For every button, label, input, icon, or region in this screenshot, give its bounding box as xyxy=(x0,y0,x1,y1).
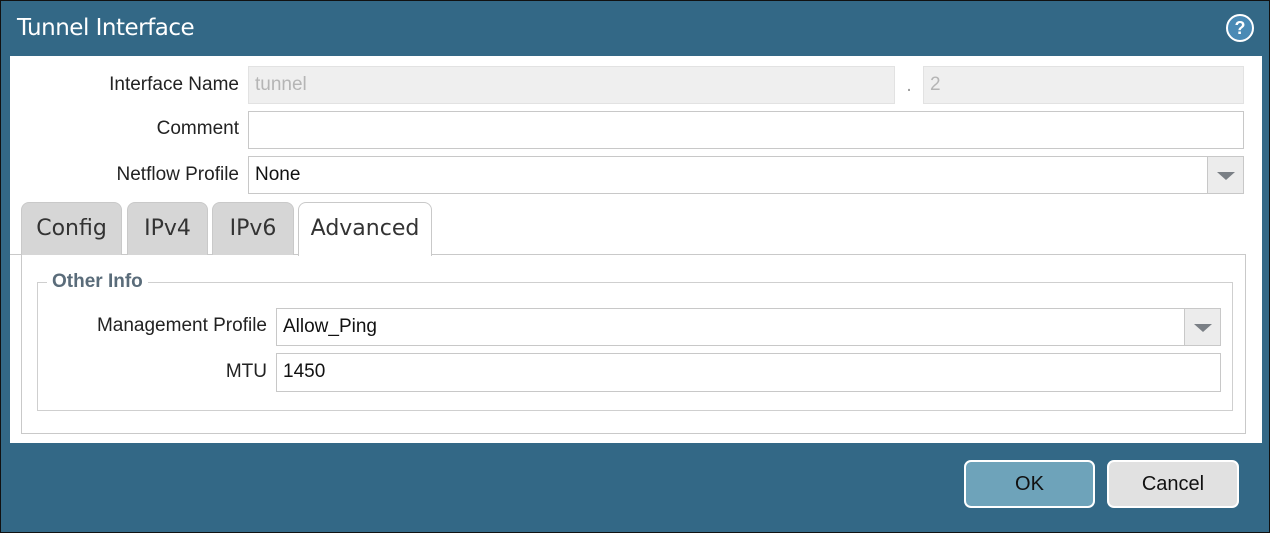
field-label: Netflow Profile xyxy=(116,164,240,185)
tab[interactable]: IPv6 xyxy=(212,202,294,255)
text-input[interactable] xyxy=(248,111,1244,149)
fieldset xyxy=(37,282,1233,411)
field-label: Comment xyxy=(156,118,239,139)
text-input[interactable]: 1450 xyxy=(276,353,1221,392)
dropdown-arrow[interactable] xyxy=(1207,156,1244,194)
tab-active[interactable]: Advanced xyxy=(298,202,432,256)
text-input: tunnel xyxy=(248,66,895,104)
tab-content xyxy=(21,254,1246,434)
field-label: Management Profile xyxy=(96,315,267,336)
cancel-button[interactable]: Cancel xyxy=(1107,460,1239,508)
field-label: Interface Name xyxy=(109,74,239,95)
ok-button[interactable]: OK xyxy=(964,460,1095,508)
dropdown[interactable]: None xyxy=(248,156,1244,194)
tab[interactable]: IPv4 xyxy=(127,202,208,255)
dropdown[interactable]: Allow_Ping xyxy=(276,308,1221,346)
field-label: MTU xyxy=(225,361,267,382)
fieldset-legend: Other Info xyxy=(47,270,148,294)
dialog-title: Tunnel Interface xyxy=(17,15,195,41)
dropdown-arrow[interactable] xyxy=(1184,308,1221,346)
separator: . xyxy=(906,75,912,96)
text-input: 2 xyxy=(923,66,1244,104)
tab-line xyxy=(10,254,1246,255)
tab[interactable]: Config xyxy=(21,202,122,255)
help-button[interactable]: ? xyxy=(1226,14,1254,42)
